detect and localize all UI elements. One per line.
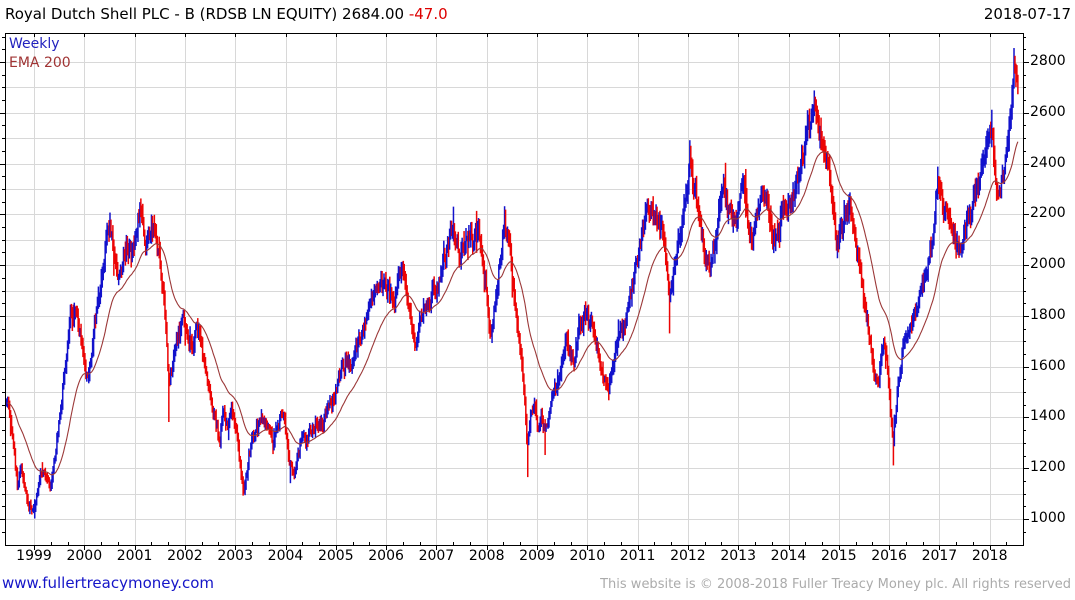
y-axis-label: 1400: [1030, 408, 1066, 425]
y-axis-label: 1200: [1030, 459, 1066, 476]
y-axis-label: 2600: [1030, 103, 1066, 120]
chart-date: 2018-07-17: [983, 5, 1071, 23]
chart-title-row: Royal Dutch Shell PLC - B (RDSB LN EQUIT…: [5, 5, 448, 23]
price-change: -47.0: [408, 5, 448, 23]
legend-ema-label: EMA 200: [9, 55, 71, 71]
legend-weekly-label: Weekly: [9, 36, 60, 52]
y-axis-label: 1800: [1030, 306, 1066, 323]
chart-legend: Weekly EMA 200: [9, 35, 71, 73]
x-axis-label: 2001: [116, 548, 153, 564]
y-axis-label: 2200: [1030, 205, 1066, 222]
y-axis-label: 2400: [1030, 154, 1066, 171]
x-axis-label: 2018: [971, 548, 1008, 564]
x-axis-label: 2002: [167, 548, 203, 564]
x-axis-label: 2006: [368, 548, 404, 564]
x-axis-label: 1999: [16, 548, 52, 564]
x-axis-label: 2005: [317, 548, 354, 564]
x-axis-label: 2009: [519, 548, 555, 564]
x-axis-label: 2000: [66, 548, 103, 564]
x-axis-label: 2017: [921, 548, 958, 564]
x-axis-label: 2015: [820, 548, 857, 564]
weekly-bars: [6, 48, 1019, 519]
x-axis-label: 2016: [871, 548, 907, 564]
x-axis-label: 2004: [267, 548, 304, 564]
y-axis-label: 2800: [1030, 53, 1066, 69]
last-price: 2684.00: [342, 5, 405, 23]
copyright-notice: This website is © 2008-2018 Fuller Treac…: [600, 577, 1071, 592]
x-axis-label: 2008: [468, 548, 505, 564]
y-axis-label: 1600: [1030, 357, 1066, 374]
x-axis-label: 2007: [418, 548, 455, 564]
x-axis-label: 2011: [619, 548, 656, 564]
website-link[interactable]: www.fullertreacymoney.com: [2, 574, 215, 592]
ema-200-line: [6, 141, 1019, 476]
y-axis-label: 1000: [1030, 510, 1066, 526]
x-axis-label: 2014: [770, 548, 807, 564]
instrument-title: Royal Dutch Shell PLC - B (RDSB LN EQUIT…: [5, 5, 338, 23]
x-axis-label: 2013: [720, 548, 756, 564]
x-axis-label: 2012: [670, 548, 706, 564]
y-axis-label: 2000: [1030, 256, 1066, 273]
x-axis-label: 2010: [569, 548, 606, 564]
x-axis-label: 2003: [217, 548, 253, 564]
